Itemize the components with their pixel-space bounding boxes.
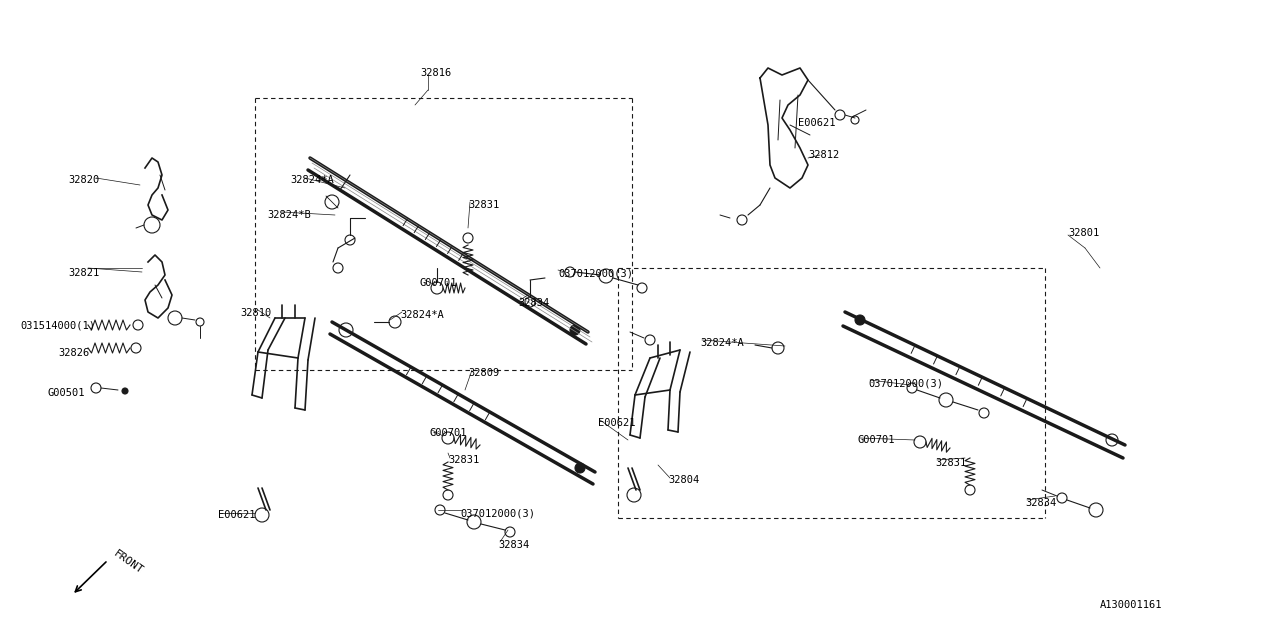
- Text: 32824*A: 32824*A: [700, 338, 744, 348]
- Text: 031514000(1): 031514000(1): [20, 320, 95, 330]
- Text: 32831: 32831: [468, 200, 499, 210]
- Circle shape: [570, 325, 580, 335]
- Text: G00701: G00701: [430, 428, 467, 438]
- Text: 32801: 32801: [1068, 228, 1100, 238]
- Text: 037012000(3): 037012000(3): [460, 508, 535, 518]
- Text: G00701: G00701: [858, 435, 896, 445]
- Text: 32809: 32809: [468, 368, 499, 378]
- Text: 037012000(3): 037012000(3): [558, 268, 634, 278]
- Text: G00701: G00701: [420, 278, 457, 288]
- Text: 32821: 32821: [68, 268, 100, 278]
- Text: G00501: G00501: [49, 388, 86, 398]
- Text: E00621: E00621: [598, 418, 635, 428]
- Text: 32834: 32834: [518, 298, 549, 308]
- Text: 037012000(3): 037012000(3): [868, 378, 943, 388]
- Text: FRONT: FRONT: [113, 548, 146, 575]
- Text: 32834: 32834: [498, 540, 529, 550]
- Text: 32826: 32826: [58, 348, 90, 358]
- Circle shape: [122, 388, 128, 394]
- Text: A130001161: A130001161: [1100, 600, 1162, 610]
- Text: 32824*A: 32824*A: [399, 310, 444, 320]
- Text: 32820: 32820: [68, 175, 100, 185]
- Circle shape: [855, 315, 865, 325]
- Text: 32831: 32831: [448, 455, 479, 465]
- Text: 32831: 32831: [934, 458, 966, 468]
- Circle shape: [575, 463, 585, 473]
- Text: E00621: E00621: [218, 510, 256, 520]
- Text: 32834: 32834: [1025, 498, 1056, 508]
- Text: E00621: E00621: [797, 118, 836, 128]
- Text: 32816: 32816: [420, 68, 452, 78]
- Text: 32824*B: 32824*B: [268, 210, 311, 220]
- Text: 32810: 32810: [241, 308, 271, 318]
- Text: 32812: 32812: [808, 150, 840, 160]
- Text: 32824*A: 32824*A: [291, 175, 334, 185]
- Text: 32804: 32804: [668, 475, 699, 485]
